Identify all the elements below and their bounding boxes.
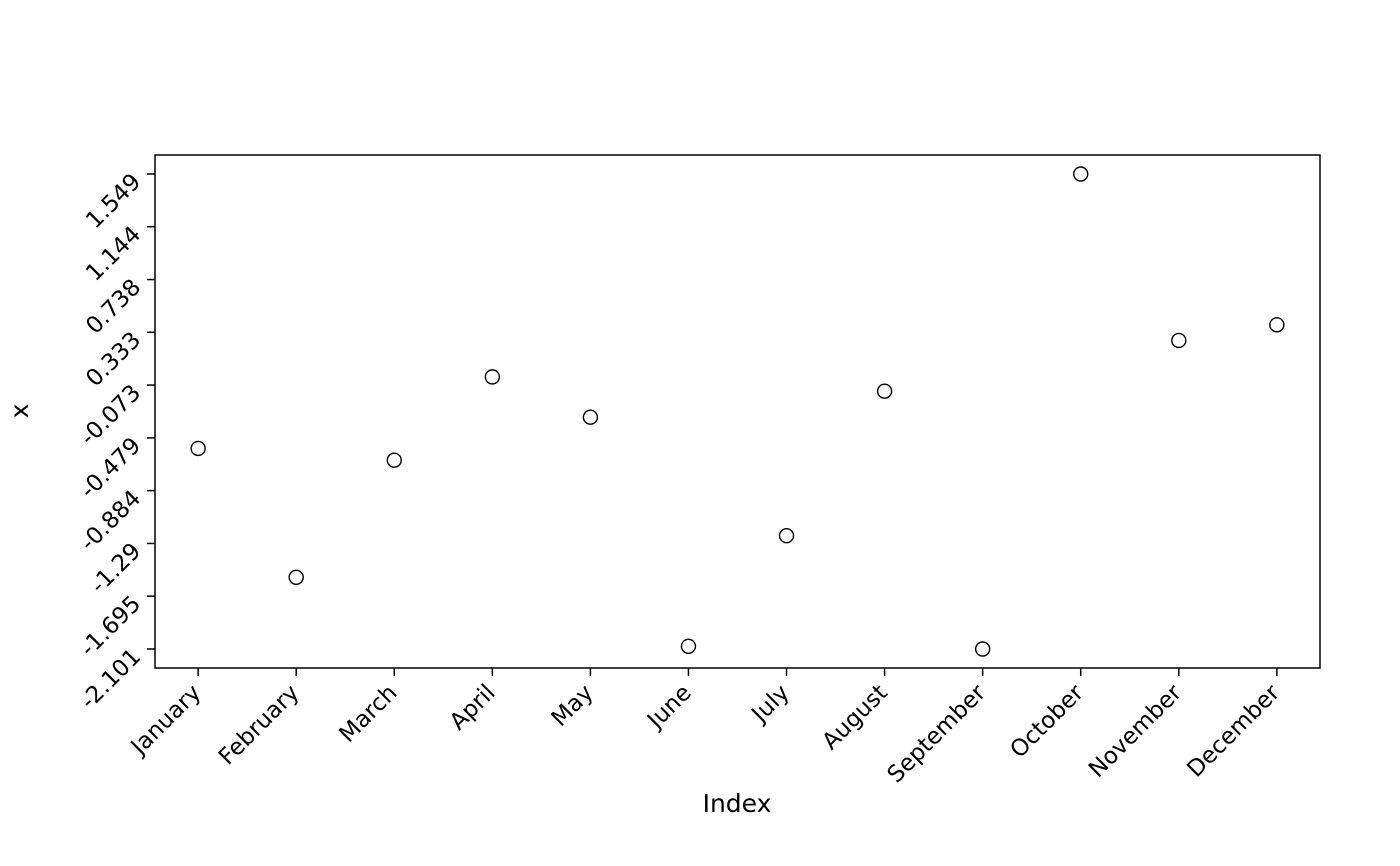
x-tick-label: November — [1084, 679, 1187, 782]
axes-layer: January February March April May June July Augu… — [75, 169, 1285, 788]
data-point — [1073, 166, 1089, 182]
data-point — [974, 641, 991, 657]
x-tick-label: September — [883, 679, 992, 788]
y-tick-label: 0.333 — [81, 327, 146, 392]
data-point — [582, 409, 599, 425]
x-tick-label: December — [1182, 679, 1285, 782]
data-point — [1171, 332, 1187, 349]
data-point — [1269, 317, 1285, 333]
x-tick-label: March — [335, 680, 403, 748]
y-axis-title: x — [5, 404, 34, 419]
data-point — [386, 452, 402, 468]
x-axis-title: Index — [703, 789, 772, 818]
x-tick-label: February — [214, 680, 304, 770]
y-tick-label: 0.738 — [81, 274, 146, 339]
x-tick-label: January — [125, 680, 206, 761]
y-tick-label: 1.549 — [81, 169, 146, 234]
data-point — [876, 383, 893, 399]
data-point — [288, 569, 304, 585]
y-tick-label: 1.144 — [81, 222, 146, 287]
x-tick-label: May — [547, 680, 599, 732]
data-point — [190, 440, 206, 457]
x-tick-label: April — [445, 680, 501, 736]
x-tick-label: July — [746, 680, 795, 729]
points-layer — [190, 166, 1285, 657]
x-tick-label: June — [641, 680, 696, 735]
y-tick-label: -1.695 — [75, 591, 146, 662]
data-point — [680, 638, 697, 654]
y-tick-label: -0.073 — [75, 380, 146, 451]
plot-area-border — [154, 154, 1321, 669]
data-point — [484, 369, 501, 385]
x-tick-label: August — [818, 680, 893, 755]
x-tick-label: October — [1005, 679, 1089, 763]
data-point — [778, 527, 795, 544]
